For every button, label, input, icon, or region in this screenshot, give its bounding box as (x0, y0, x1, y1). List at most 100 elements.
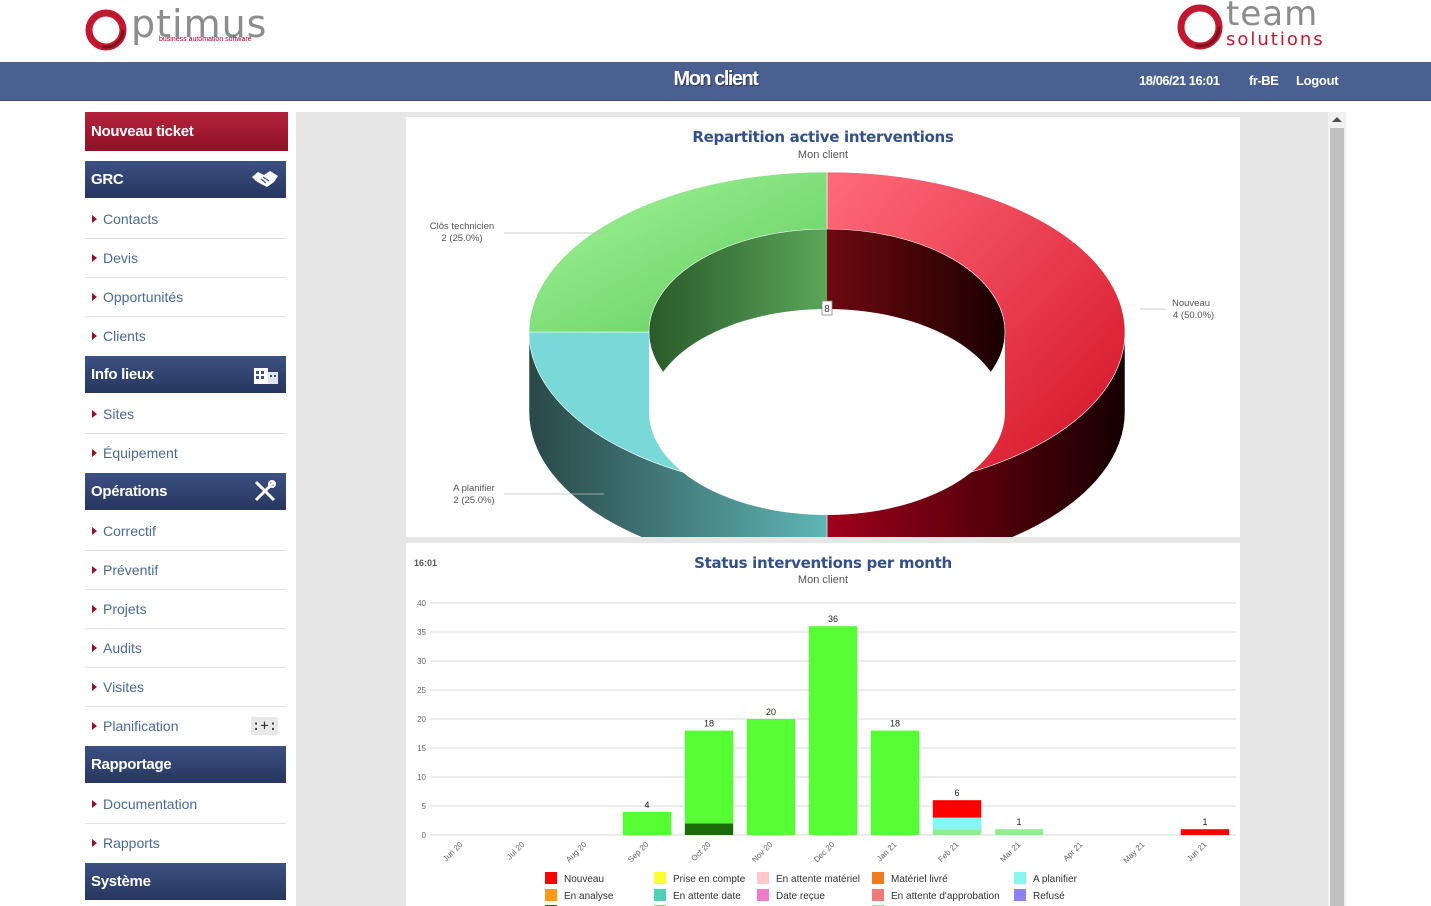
sidebar-item-audits[interactable]: Audits (85, 629, 286, 668)
legend-item[interactable]: Date reçue (757, 889, 825, 902)
arrow-right-icon (92, 527, 97, 535)
bar-segment[interactable] (684, 730, 734, 824)
legend-label: A planifier (1033, 874, 1078, 885)
bar-segment[interactable] (932, 817, 982, 830)
solutions-logo-word: solutions (1226, 29, 1325, 50)
team-solutions-logo-mark-icon (1177, 4, 1223, 50)
y-tick-label: 35 (417, 628, 426, 637)
pie-hole (649, 332, 1005, 515)
team-solutions-logo[interactable]: team solutions (1174, 0, 1344, 56)
legend-item[interactable]: En attente date (654, 889, 741, 902)
legend-swatch (545, 872, 557, 884)
bar-chart-panel: 16:01 Status interventions per month Mon… (406, 543, 1240, 906)
sidebar-item-correctif[interactable]: Correctif (85, 512, 286, 551)
chart-time-label: 16:01 (414, 558, 438, 568)
section-operations[interactable]: Opérations (85, 473, 286, 510)
sidebar-item-label: Contacts (103, 211, 159, 227)
section-rapportage[interactable]: Rapportage (85, 746, 286, 783)
sidebar-item-label: Sites (103, 406, 135, 422)
legend-item[interactable]: Refusé (1014, 889, 1065, 902)
optimus-logo[interactable]: ptimus business automation software (84, 2, 274, 56)
section-grc-label: GRC (91, 171, 124, 188)
bar-data-label: 18 (704, 719, 714, 729)
x-tick-label: Feb 21 (936, 840, 960, 864)
building-icon (254, 368, 278, 384)
x-tick-label: Aug 20 (564, 840, 589, 865)
sidebar-item-equipement[interactable]: Équipement (85, 434, 286, 473)
legend-swatch (1014, 872, 1026, 884)
bar-segment[interactable] (746, 719, 796, 835)
bar-segment[interactable] (994, 829, 1044, 835)
bar-data-label: 18 (890, 719, 900, 729)
bar-segment[interactable] (870, 730, 920, 835)
sidebar-item-label: Rapports (103, 835, 160, 851)
plan-grid-icon[interactable]: :+: (251, 717, 278, 735)
sidebar-item-label: Projets (103, 601, 147, 617)
svg-text:A planifier: A planifier (453, 483, 495, 494)
pie-chart-title: Repartition active interventions (692, 128, 954, 146)
legend-item[interactable]: Prise en compte (654, 872, 746, 885)
legend-item[interactable]: A planifier (1014, 872, 1078, 885)
section-rapportage-label: Rapportage (91, 756, 172, 773)
section-systeme[interactable]: Système (85, 863, 286, 900)
legend-swatch (654, 889, 666, 901)
legend-item[interactable]: En analyse (545, 889, 614, 902)
sidebar-item-label: Clients (103, 328, 146, 344)
sidebar-item-rapports[interactable]: Rapports (85, 824, 286, 863)
sidebar-item-documentation[interactable]: Documentation (85, 785, 286, 824)
legend-item[interactable]: En attente d'approbation (872, 889, 1000, 902)
y-tick-label: 30 (417, 657, 426, 666)
y-tick-label: 0 (422, 831, 427, 840)
legend-label: Matériel livré (891, 874, 948, 885)
bar-segment[interactable] (808, 626, 858, 835)
legend-swatch (1014, 889, 1026, 901)
legend-item[interactable]: En attente matériel (757, 872, 860, 885)
legend-label: En analyse (564, 891, 614, 902)
sidebar-item-sites[interactable]: Sites (85, 395, 286, 434)
optimus-logo-word: ptimus (131, 2, 268, 46)
bar-segment[interactable] (1180, 829, 1230, 835)
sidebar-item-planification[interactable]: Planification:+: (85, 707, 286, 746)
arrow-right-icon (92, 215, 97, 223)
arrow-right-icon (92, 644, 97, 652)
bar-segment[interactable] (622, 811, 672, 835)
pie-geometry (528, 171, 1126, 537)
sidebar-item-projets[interactable]: Projets (85, 590, 286, 629)
x-tick-label: Apr 21 (1061, 840, 1084, 863)
legend-label: Refusé (1033, 891, 1065, 902)
optimus-logo-mark-icon (85, 9, 127, 51)
svg-text:2 (25.0%): 2 (25.0%) (441, 233, 482, 244)
content-scrollbar[interactable] (1328, 112, 1346, 906)
pie-slice-inner-2-1 (649, 229, 827, 412)
bar-segment[interactable] (932, 800, 982, 818)
sidebar-item-preventif[interactable]: Préventif (85, 551, 286, 590)
y-tick-label: 10 (417, 773, 426, 782)
sidebar-item-label: Opportunités (103, 289, 184, 305)
bar-segment[interactable] (684, 823, 734, 835)
nav-bar: Mon client 18/06/21 16:01 fr-BE Logout (0, 62, 1431, 101)
sidebar-item-visites[interactable]: Visites (85, 668, 286, 707)
page-title: Mon client (673, 68, 759, 90)
sidebar-item-clients[interactable]: Clients (85, 317, 286, 356)
logout-link[interactable]: Logout (1296, 73, 1339, 88)
section-info-lieux[interactable]: Info lieux (85, 356, 286, 393)
arrow-right-icon (92, 722, 97, 730)
legend-item[interactable]: Matériel livré (872, 872, 948, 885)
sidebar-item-contacts[interactable]: Contacts (85, 200, 286, 239)
sidebar-item-opportunites[interactable]: Opportunités (85, 278, 286, 317)
legend-item[interactable]: Nouveau (545, 872, 604, 885)
legend-label: En attente matériel (776, 874, 860, 885)
sidebar-item-devis[interactable]: Devis (85, 239, 286, 278)
pie-slice-cl-s-technicien[interactable] (528, 171, 828, 333)
scroll-up-icon[interactable] (1332, 117, 1342, 122)
language-selector[interactable]: fr-BE (1249, 73, 1279, 88)
x-tick-label: Jan 21 (875, 840, 899, 864)
legend-swatch (757, 889, 769, 901)
new-ticket-button[interactable]: Nouveau ticket (85, 112, 288, 151)
bar-segment[interactable] (932, 829, 982, 835)
scroll-thumb[interactable] (1330, 128, 1344, 906)
team-logo-word: team (1226, 0, 1319, 34)
section-grc[interactable]: GRC (85, 161, 286, 198)
